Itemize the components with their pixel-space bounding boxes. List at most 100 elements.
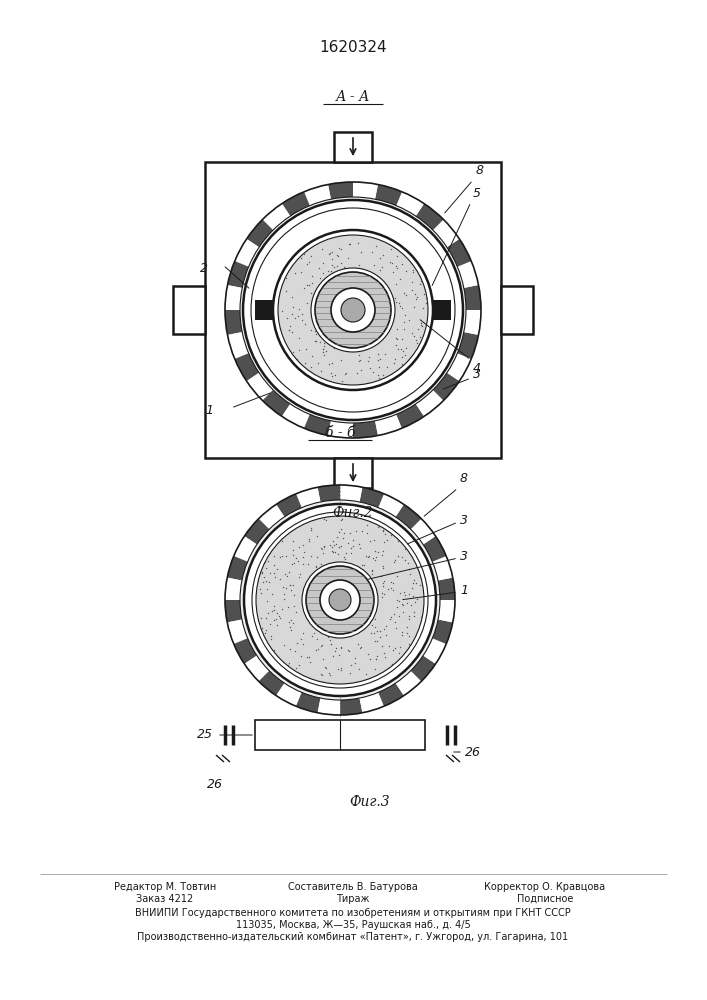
Polygon shape [227, 620, 247, 644]
Circle shape [315, 272, 391, 348]
Polygon shape [304, 414, 331, 436]
Text: Редактор М. Товтин: Редактор М. Товтин [114, 882, 216, 892]
Polygon shape [296, 692, 320, 713]
Text: 2: 2 [200, 261, 208, 274]
Polygon shape [259, 671, 284, 696]
Text: Фиг.3: Фиг.3 [350, 795, 390, 809]
Polygon shape [359, 487, 384, 508]
Polygon shape [225, 310, 243, 335]
Polygon shape [375, 184, 402, 206]
Text: А - А: А - А [336, 90, 370, 104]
Text: Тираж: Тираж [337, 894, 370, 904]
Polygon shape [353, 182, 378, 199]
Polygon shape [457, 261, 479, 288]
Polygon shape [433, 219, 460, 247]
Polygon shape [235, 239, 259, 267]
Circle shape [225, 182, 481, 438]
Text: 8: 8 [460, 472, 468, 485]
Polygon shape [433, 556, 452, 580]
Circle shape [278, 235, 428, 385]
Polygon shape [416, 204, 443, 230]
Polygon shape [225, 285, 243, 310]
Polygon shape [234, 536, 257, 562]
Polygon shape [317, 698, 340, 715]
Text: 1620324: 1620324 [319, 40, 387, 55]
Text: Составитель В. Батурова: Составитель В. Батурова [288, 882, 418, 892]
Polygon shape [395, 504, 421, 529]
Polygon shape [396, 192, 424, 216]
Polygon shape [317, 485, 340, 502]
Polygon shape [262, 390, 290, 416]
Text: 113035, Москва, Ж—35, Раушская наб., д. 4/5: 113035, Москва, Ж—35, Раушская наб., д. … [235, 920, 470, 930]
Text: 26: 26 [207, 778, 223, 791]
Bar [334, 132, 372, 162]
Polygon shape [416, 390, 443, 416]
Polygon shape [276, 494, 302, 517]
Polygon shape [447, 239, 472, 267]
Polygon shape [359, 692, 384, 713]
Polygon shape [423, 638, 446, 664]
Polygon shape [340, 485, 363, 502]
Circle shape [244, 504, 436, 696]
Text: Производственно-издательский комбинат «Патент», г. Ужгород, ул. Гагарина, 101: Производственно-издательский комбинат «П… [137, 932, 568, 942]
Text: 3: 3 [473, 368, 481, 381]
Polygon shape [433, 620, 452, 644]
Polygon shape [396, 404, 424, 428]
Text: б - б: б - б [325, 426, 355, 440]
Polygon shape [247, 373, 273, 401]
Polygon shape [225, 578, 242, 600]
Circle shape [341, 298, 365, 322]
Polygon shape [227, 556, 247, 580]
Text: Корректор О. Кравцова: Корректор О. Кравцова [484, 882, 606, 892]
Polygon shape [438, 600, 455, 622]
Text: 3: 3 [460, 514, 468, 526]
Polygon shape [228, 332, 249, 359]
Polygon shape [235, 353, 259, 381]
Text: 26: 26 [465, 746, 481, 758]
Text: 8: 8 [476, 164, 484, 177]
Text: 5: 5 [473, 187, 481, 200]
Polygon shape [378, 494, 404, 517]
Polygon shape [378, 683, 404, 706]
Bar [255, 300, 451, 320]
Text: 1: 1 [205, 403, 213, 416]
Bar [255, 720, 425, 750]
Text: Фиг.2: Фиг.2 [333, 506, 373, 520]
Polygon shape [375, 414, 402, 436]
Text: 1: 1 [460, 584, 468, 596]
Polygon shape [225, 600, 242, 622]
Text: Подписное: Подписное [517, 894, 573, 904]
Circle shape [243, 200, 463, 420]
Text: Заказ 4212: Заказ 4212 [136, 894, 194, 904]
Circle shape [273, 230, 433, 390]
Polygon shape [433, 373, 460, 401]
Bar [205, 162, 501, 458]
Circle shape [306, 566, 374, 634]
Polygon shape [262, 204, 290, 230]
Circle shape [311, 268, 395, 352]
Polygon shape [411, 656, 436, 681]
Circle shape [225, 485, 455, 715]
Text: ВНИИПИ Государственного комитета по изобретениям и открытиям при ГКНТ СССР: ВНИИПИ Государственного комитета по изоб… [135, 908, 571, 918]
Polygon shape [353, 421, 378, 438]
Bar [334, 458, 372, 488]
Polygon shape [447, 353, 472, 381]
Polygon shape [245, 656, 269, 681]
Polygon shape [296, 487, 320, 508]
Circle shape [302, 562, 378, 638]
Polygon shape [457, 332, 479, 359]
Polygon shape [328, 421, 353, 438]
Polygon shape [247, 219, 273, 247]
Text: 4: 4 [473, 362, 481, 375]
Text: 25: 25 [197, 728, 213, 742]
Circle shape [329, 589, 351, 611]
Polygon shape [282, 192, 310, 216]
Text: 3: 3 [460, 550, 468, 562]
Polygon shape [340, 698, 363, 715]
Polygon shape [411, 519, 436, 544]
Bar [173, 286, 205, 334]
Polygon shape [328, 182, 353, 199]
Polygon shape [228, 261, 249, 288]
Polygon shape [464, 285, 481, 310]
Polygon shape [245, 519, 269, 544]
